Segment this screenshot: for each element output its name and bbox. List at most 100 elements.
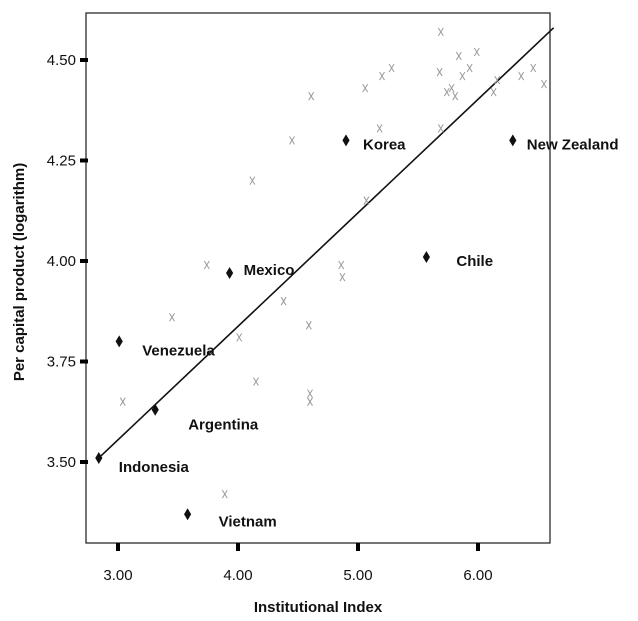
background-point [249, 176, 256, 185]
background-point-stroke [169, 313, 175, 322]
background-point [119, 397, 126, 406]
background-point-stroke [455, 51, 462, 61]
background-point [338, 260, 345, 270]
x-axis-ticks: 3.00 4.00 5.00 6.00 [103, 543, 493, 584]
background-point-stroke [436, 67, 443, 77]
background-point-stroke [253, 377, 259, 386]
background-point-stroke [443, 87, 450, 97]
y-tick-label: 4.00 [47, 253, 76, 270]
y-axis-title: Per capital product (logarithm) [11, 163, 28, 381]
background-point-stroke [203, 260, 210, 270]
background-point-stroke [448, 83, 455, 93]
background-point-stroke [339, 272, 346, 282]
background-point [379, 71, 385, 81]
highlighted-point [422, 251, 430, 263]
background-point [541, 79, 547, 89]
background-point [307, 389, 313, 398]
background-point-stroke [307, 389, 313, 398]
background-point-stroke [437, 124, 444, 133]
background-point [437, 124, 444, 133]
highlighted-point [184, 508, 192, 521]
background-point [530, 63, 537, 73]
background-point-stroke [307, 397, 313, 406]
background-point [448, 83, 455, 93]
background-point-stroke [459, 71, 466, 81]
x-tick-label: 3.00 [103, 567, 132, 584]
background-point [518, 71, 525, 81]
point-label: Chile [456, 253, 493, 270]
background-point-stroke [466, 63, 473, 73]
background-point [221, 489, 228, 499]
background-point [305, 321, 312, 330]
background-point-stroke [518, 71, 525, 81]
x-tick-label: 5.00 [343, 567, 372, 584]
background-point-stroke [473, 47, 480, 57]
background-point-stroke [289, 136, 295, 145]
highlighted-points [95, 134, 517, 521]
background-point-stroke [494, 75, 501, 85]
background-point-stroke [541, 79, 547, 89]
plot-frame [85, 12, 551, 544]
point-label: Indonesia [119, 459, 190, 476]
background-point-stroke [249, 176, 256, 185]
background-point-stroke [236, 333, 243, 342]
background-point [466, 63, 473, 73]
background-point [308, 91, 315, 101]
point-label: Vietnam [219, 513, 277, 530]
point-label: Venezuela [142, 342, 215, 359]
background-point-stroke [305, 321, 312, 330]
background-point-stroke [388, 63, 395, 73]
background-point [443, 87, 450, 97]
background-point [236, 333, 243, 342]
background-point [473, 47, 480, 57]
x-tick-label: 6.00 [463, 567, 492, 584]
highlighted-point [509, 134, 517, 147]
y-tick-label: 3.50 [47, 454, 76, 471]
y-tick-label: 3.75 [47, 354, 76, 371]
highlighted-point [115, 335, 123, 348]
background-point [280, 296, 287, 306]
background-point [459, 71, 466, 81]
background-point-stroke [363, 196, 370, 205]
background-point [363, 196, 370, 205]
background-point [169, 313, 175, 322]
point-labels: Korea New Zealand Mexico Chile Venezuela Arge… [119, 136, 619, 530]
highlighted-point [95, 452, 103, 464]
background-point-stroke [119, 397, 126, 406]
background-point [307, 397, 313, 406]
background-points [119, 27, 547, 499]
background-point [376, 124, 383, 133]
background-point [490, 87, 497, 97]
background-point-stroke [376, 124, 383, 133]
highlighted-point [151, 403, 159, 416]
background-point [436, 67, 443, 77]
background-point [339, 272, 346, 282]
background-point-stroke [379, 71, 385, 81]
background-point [452, 91, 459, 101]
point-label: Argentina [188, 417, 259, 434]
background-point-stroke [338, 260, 345, 270]
background-point [362, 83, 369, 93]
background-point [388, 63, 395, 73]
background-point [494, 75, 501, 85]
highlighted-point [342, 134, 350, 147]
background-point-stroke [530, 63, 537, 73]
background-point-stroke [362, 83, 369, 93]
regression-line [98, 27, 555, 459]
background-point [289, 136, 295, 145]
background-point-stroke [437, 27, 444, 37]
background-point-stroke [280, 296, 287, 306]
background-point [455, 51, 462, 61]
point-label: New Zealand [527, 136, 619, 153]
background-point-stroke [490, 87, 497, 97]
background-point-stroke [452, 91, 459, 101]
background-point-stroke [221, 489, 228, 499]
point-label: Korea [363, 136, 406, 153]
y-axis-ticks: 3.50 3.75 4.00 4.25 4.50 [47, 52, 88, 471]
y-tick-label: 4.50 [47, 52, 76, 69]
background-point [437, 27, 444, 37]
background-point [253, 377, 259, 386]
x-tick-label: 4.00 [223, 567, 252, 584]
point-label: Mexico [244, 262, 295, 279]
